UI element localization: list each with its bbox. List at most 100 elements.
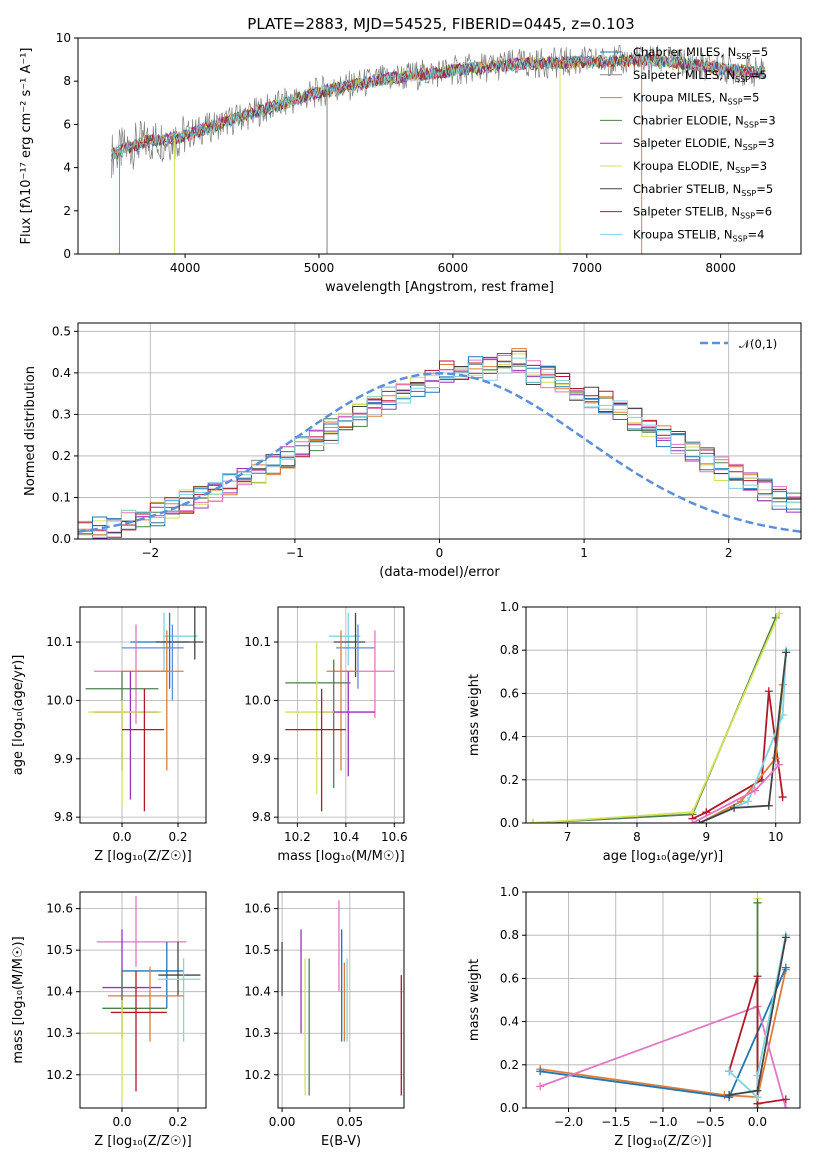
y-axis-label: mass weight <box>467 674 482 756</box>
y-tick-label: 0.4 <box>500 730 519 744</box>
y-tick-label: 9.9 <box>54 752 73 766</box>
y-tick-label: 10.2 <box>244 1068 271 1082</box>
y-tick-label: 0.2 <box>500 773 519 787</box>
x-axis-label: Z [log₁₀(Z/Z☉)] <box>614 1134 711 1149</box>
weight-marker <box>781 1095 790 1104</box>
legend-label: Salpeter MILES, NSSP=5 <box>633 68 767 84</box>
weight-marker <box>743 797 752 806</box>
weight-marker <box>725 1067 734 1076</box>
y-axis-label: Flux [fλ10⁻¹⁷ erg cm⁻² s⁻¹ A⁻¹] <box>19 48 34 245</box>
plot-area <box>78 323 801 539</box>
weight-marker <box>528 819 537 823</box>
legend: Chabrier MILES, NSSP=5 Salpeter MILES, NS… <box>600 45 776 243</box>
figure-title: PLATE=2883, MJD=54525, FIBERID=0445, z=0… <box>247 15 634 33</box>
legend-label: Salpeter ELODIE, NSSP=3 <box>633 136 775 152</box>
y-tick-label: 10.4 <box>46 985 73 999</box>
y-tick-label: 0.5 <box>52 324 71 338</box>
x-tick-label: 0.2 <box>168 830 187 844</box>
y-tick-label: 0.0 <box>52 532 71 546</box>
weight-marker <box>536 1082 545 1091</box>
weight-marker <box>753 972 762 981</box>
y-tick-label: 1.0 <box>500 885 519 899</box>
x-tick-label: 8000 <box>705 261 736 275</box>
y-tick-label: 10.3 <box>244 1026 271 1040</box>
x-tick-label: 2 <box>725 546 733 560</box>
weight-marker <box>725 1091 734 1100</box>
y-tick-label: 10.6 <box>46 902 73 916</box>
x-axis-label: Z [log₁₀(Z/Z☉)] <box>94 1134 191 1149</box>
panel-age-vs-mass: 10.2 10.4 10.6 9.8 9.9 10.0 10.1 mass [log₁₀(M/… <box>244 606 408 864</box>
x-tick-label: 10.6 <box>381 830 408 844</box>
weight-line <box>540 969 787 1099</box>
weight-marker <box>536 1067 545 1076</box>
y-tick-label: 0 <box>63 247 71 261</box>
weight-marker <box>781 963 790 972</box>
x-axis-label: Z [log₁₀(Z/Z☉)] <box>94 849 191 864</box>
axes-frame <box>277 891 405 1109</box>
legend-label: Chabrier MILES, NSSP=5 <box>633 45 768 61</box>
legend-label: Kroupa MILES, NSSP=5 <box>633 91 759 107</box>
y-tick-label: 0.6 <box>500 971 519 985</box>
plot-area <box>526 892 800 1108</box>
legend-label: Kroupa ELODIE, NSSP=3 <box>633 159 767 175</box>
plot-area <box>80 892 206 1108</box>
weight-marker <box>782 648 791 657</box>
y-tick-label: 0.2 <box>500 1058 519 1072</box>
x-tick-label: −2 <box>141 546 159 560</box>
weight-line <box>692 764 780 823</box>
weight-marker <box>778 793 787 802</box>
x-axis-label: (data-model)/error <box>379 565 500 580</box>
histogram-step <box>78 357 801 539</box>
y-tick-label: 10.1 <box>46 635 73 649</box>
x-tick-label: 0.0 <box>112 830 131 844</box>
y-tick-label: 9.8 <box>54 810 73 824</box>
y-tick-label: 10.2 <box>46 1068 73 1082</box>
y-tick-label: 0.1 <box>52 490 71 504</box>
x-tick-label: 0.0 <box>112 1115 131 1129</box>
legend-label: Salpeter STELIB, NSSP=6 <box>633 205 772 221</box>
x-tick-label: 8 <box>633 830 641 844</box>
weight-marker <box>778 711 787 719</box>
panel-weight-vs-Z: −2.0 −1.5 −1.0 −0.5 0.0 0.0 0.2 0.4 0.6 0.8 1.0 Z [… <box>467 885 801 1149</box>
y-tick-label: 10.3 <box>46 1026 73 1040</box>
x-tick-label: 10 <box>768 830 783 844</box>
plot-area <box>111 44 765 254</box>
weight-marker <box>688 819 697 823</box>
x-tick-label: −1.5 <box>601 1115 630 1129</box>
x-tick-label: 7000 <box>572 261 603 275</box>
y-tick-label: 0.2 <box>52 449 71 463</box>
panel-residuals: 𝒩(0,1) −2 −1 0 1 2 0.0 0.1 0.2 0.3 0.4 0.5 (data-mod… <box>23 322 802 580</box>
y-tick-label: 2 <box>63 204 71 218</box>
y-tick-label: 10.5 <box>244 943 271 957</box>
y-tick-label: 10.0 <box>244 693 271 707</box>
weight-marker <box>775 609 784 618</box>
panel-age-vs-Z: 0.0 0.2 9.8 9.9 10.0 10.1 Z [log₁₀(Z/Z☉)] age [… <box>11 606 207 864</box>
weight-marker <box>764 801 773 810</box>
x-tick-label: 0.05 <box>336 1115 363 1129</box>
plot-area <box>278 892 404 1108</box>
y-tick-label: 0.4 <box>500 1015 519 1029</box>
y-axis-label: Normed distribution <box>23 366 38 496</box>
weight-marker <box>750 786 759 795</box>
y-tick-label: 10.5 <box>46 943 73 957</box>
weight-marker <box>730 803 739 812</box>
legend-label: Chabrier STELIB, NSSP=5 <box>633 182 773 198</box>
y-tick-label: 0.0 <box>500 1101 519 1115</box>
x-tick-label: 7 <box>564 830 572 844</box>
y-tick-label: 8 <box>63 74 71 88</box>
x-tick-label: 9 <box>703 830 711 844</box>
plot-area <box>526 607 800 823</box>
x-tick-label: 0.0 <box>748 1115 767 1129</box>
legend-label: Chabrier ELODIE, NSSP=3 <box>633 113 776 129</box>
weight-marker <box>764 687 773 696</box>
y-tick-label: 10.6 <box>244 902 271 916</box>
y-tick-label: 6 <box>63 117 71 131</box>
panel-mass-vs-Z: 0.0 0.2 10.2 10.3 10.4 10.5 10.6 Z [log₁₀(Z/Z☉)… <box>11 891 207 1149</box>
y-tick-label: 0.8 <box>500 643 519 657</box>
axes-frame <box>525 606 801 824</box>
plot-area <box>80 607 206 823</box>
weight-line <box>728 975 786 1105</box>
weight-marker <box>753 898 762 907</box>
weight-marker <box>775 760 784 769</box>
x-tick-label: 10.4 <box>332 830 359 844</box>
